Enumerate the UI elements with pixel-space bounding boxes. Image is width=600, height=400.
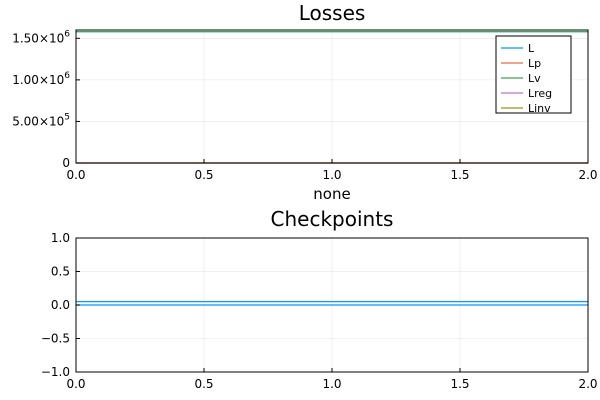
losses-ytick-label: 1.50×106 [12, 29, 70, 45]
losses-y-ticks: 0 5.00×105 1.00×106 1.50×106 [12, 29, 80, 170]
legend-label-Lp: Lp [528, 57, 541, 70]
checkpoints-x-ticks: 0.0 0.5 1.0 1.5 2.0 [66, 368, 598, 391]
legend-label-Lv: Lv [528, 72, 541, 85]
checkpoints-y-ticks: −1.0 −0.5 0.0 0.5 1.0 [41, 231, 80, 379]
losses-x-ticks: 0.0 0.5 1.0 1.5 2.0 [66, 159, 598, 182]
losses-title: Losses [299, 1, 366, 25]
checkpoints-xtick-label: 2.0 [578, 377, 597, 391]
checkpoints-ytick-label: 1.0 [51, 231, 70, 245]
legend-label-L: L [528, 42, 535, 55]
losses-ytick-label: 5.00×105 [12, 112, 70, 128]
legend-label-Linv: Linv [528, 102, 551, 115]
losses-ytick-label: 1.00×106 [12, 71, 70, 87]
losses-xlabel: none [313, 185, 350, 203]
losses-xtick-label: 0.0 [66, 168, 85, 182]
checkpoints-xtick-label: 0.0 [66, 377, 85, 391]
losses-legend: L Lp Lv Lreg Linv [495, 35, 572, 115]
losses-xtick-label: 2.0 [578, 168, 597, 182]
losses-xtick-label: 1.5 [450, 168, 469, 182]
losses-panel: Losses 0.0 0.5 1.0 1.5 2.0 0 5.00×105 1.00×106… [12, 1, 597, 203]
checkpoints-xtick-label: 0.5 [194, 377, 213, 391]
losses-xtick-label: 0.5 [194, 168, 213, 182]
legend-box [495, 35, 572, 114]
checkpoints-xtick-label: 1.5 [450, 377, 469, 391]
checkpoints-xtick-label: 1.0 [322, 377, 341, 391]
checkpoints-ytick-label: 0.5 [51, 265, 70, 279]
losses-ytick-label: 0 [62, 156, 70, 170]
checkpoints-series [76, 301, 588, 306]
checkpoints-title: Checkpoints [271, 207, 394, 231]
losses-xtick-label: 1.0 [322, 168, 341, 182]
checkpoints-ytick-label: −0.5 [41, 332, 70, 346]
checkpoints-ytick-label: 0.0 [51, 298, 70, 312]
checkpoints-panel: Checkpoints 0.0 0.5 1.0 1.5 2.0 −1.0−0.50.00… [41, 207, 598, 391]
checkpoints-ytick-label: −1.0 [41, 365, 70, 379]
legend-label-Lreg: Lreg [528, 87, 552, 100]
